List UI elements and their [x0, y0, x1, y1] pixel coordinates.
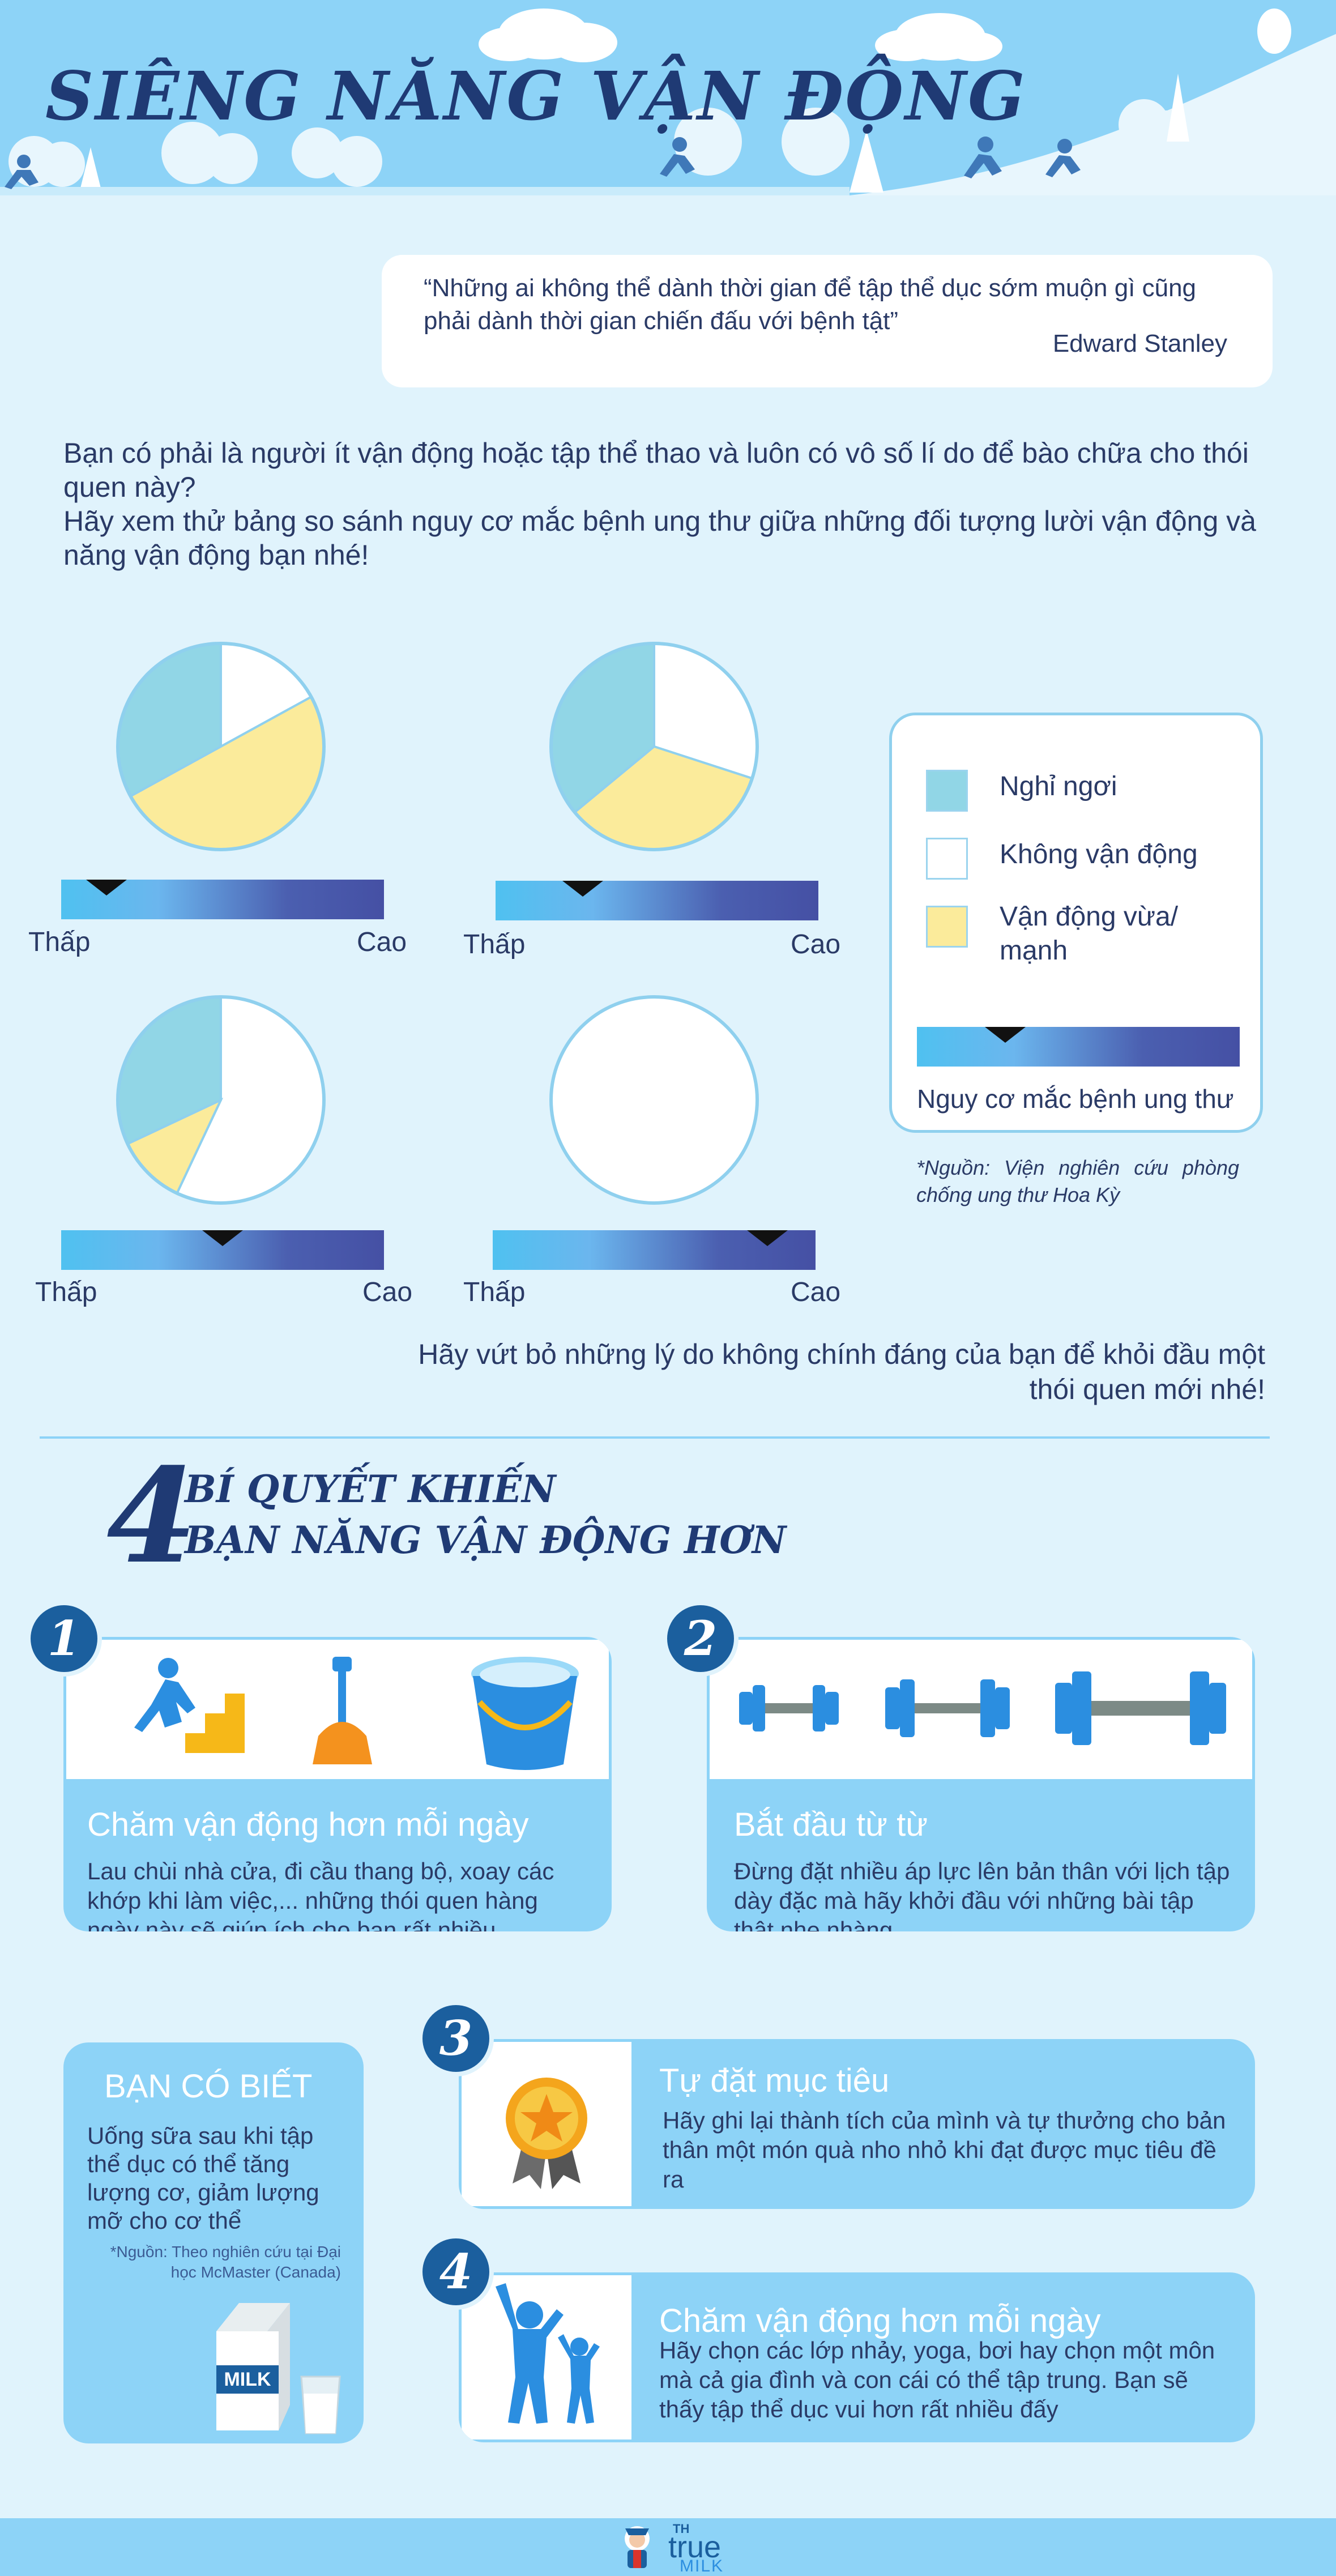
brand-name: true: [668, 2530, 722, 2564]
chart-legend: Nghỉ ngơi Không vận động Vận động vừa/ m…: [889, 713, 1263, 1133]
did-you-know-source: *Nguồn: Theo nghiên cứu tại Đại học McMa…: [110, 2243, 341, 2281]
climbing-person-icon: [134, 1679, 195, 1732]
dumbbell-icons: [739, 1671, 1226, 1745]
tip-card-3: Tự đặt mục tiêu Hãy ghi lại thành tích c…: [459, 2039, 1255, 2209]
legend-swatch-inactive: [926, 838, 968, 880]
tips-count: 4: [106, 1440, 198, 1593]
did-you-know-title: BẠN CÓ BIẾT: [104, 2068, 313, 2105]
risk-marker: [86, 880, 127, 895]
risk-bar-3: [61, 1230, 384, 1270]
tip-1-badge: 1: [26, 1601, 102, 1677]
risk-high-label: Cao: [791, 1277, 841, 1307]
footer-bar: TH true MILK: [0, 2518, 1336, 2576]
risk-marker: [746, 1230, 788, 1246]
did-you-know-body: Uống sữa sau khi tập thể dục có thể tăng…: [87, 2122, 319, 2234]
small-dumbbell-icon: [739, 1685, 839, 1731]
brand-sub: MILK: [680, 2557, 724, 2575]
tip-3-badge: 3: [418, 2001, 494, 2076]
pie-svg: [116, 642, 326, 851]
tip-1-title: Chăm vận động hơn mỗi ngày: [87, 1806, 529, 1843]
tip-card-2: Bắt đầu từ từ Đừng đặt nhiều áp lực lên …: [707, 1637, 1255, 1931]
risk-low-label: Thấp: [463, 929, 526, 959]
risk-bar-1: [61, 880, 384, 919]
legend-label-inactive: Không vận động: [1000, 839, 1198, 869]
tip-2-badge: 2: [663, 1601, 739, 1677]
tip-3-title: Tự đặt mục tiêu: [659, 2062, 890, 2099]
tip-4-body: Hãy chọn các lớp nhảy, yoga, bơi hay chọ…: [659, 2337, 1215, 2423]
quote-card: “Những ai không thể dành thời gian để tậ…: [382, 255, 1273, 387]
tip-1-illustration: [63, 1637, 612, 1782]
legend-scale-label: Nguy cơ mắc bệnh ung thư: [917, 1084, 1234, 1114]
risk-marker: [985, 1027, 1026, 1043]
tip-card-4: Chăm vận động hơn mỗi ngày Hãy chọn các …: [459, 2272, 1255, 2442]
tip-2-illustration: [707, 1637, 1255, 1782]
broom-icon: [338, 1662, 346, 1730]
tip-card-1: Chăm vận động hơn mỗi ngày Lau chùi nhà …: [63, 1637, 612, 1931]
legend-risk-bar: [917, 1027, 1240, 1067]
pie-chart-4: [547, 992, 762, 1210]
pie-svg: [549, 642, 759, 851]
legend-label-rest: Nghỉ ngơi: [1000, 771, 1117, 801]
tip-2-body: Đừng đặt nhiều áp lực lên bản thân với l…: [734, 1858, 1230, 1931]
quote-author: Edward Stanley: [1052, 330, 1227, 357]
risk-low-label: Thấp: [35, 1277, 97, 1307]
did-you-know-card: BẠN CÓ BIẾT Uống sữa sau khi tập thể dục…: [63, 2042, 364, 2443]
tips-title-line1: BÍ QUYẾT KHIẾN: [185, 1467, 556, 1511]
pie-chart-3: [113, 992, 328, 1210]
medium-dumbbell-icon: [885, 1679, 1010, 1737]
risk-marker: [562, 881, 603, 897]
pie-svg: [549, 995, 759, 1205]
pie-outline: [549, 642, 759, 851]
risk-high-label: Cao: [357, 927, 407, 957]
medal-icon: [506, 2078, 587, 2189]
pie-outline: [549, 995, 759, 1205]
pie-chart-1: [113, 639, 328, 857]
milk-label: MILK: [224, 2369, 271, 2390]
tip-4-badge: 4: [418, 2234, 494, 2310]
risk-low-label: Thấp: [463, 1277, 526, 1307]
risk-low-label: Thấp: [28, 927, 91, 957]
tip-2-title: Bắt đầu từ từ: [734, 1806, 928, 1843]
family-exercise-icon: [496, 2283, 600, 2424]
intro-question: Bạn có phải là người ít vận động hoặc tậ…: [63, 437, 1249, 503]
quote-text: “Những ai không thể dành thời gian để tậ…: [424, 274, 1197, 335]
risk-bar-2: [496, 881, 818, 920]
risk-bar-4: [493, 1230, 816, 1270]
tip-3-body: Hãy ghi lại thành tích của mình và tự th…: [663, 2107, 1226, 2193]
tip-4-illustration: [459, 2272, 634, 2442]
page-title: SIÊNG NĂNG VẬN ĐỘNG: [45, 57, 1027, 135]
pie-svg: [116, 995, 326, 1205]
risk-high-label: Cao: [791, 929, 841, 959]
closing-message: Hãy vứt bỏ những lý do không chính đáng …: [418, 1338, 1265, 1405]
tip-3-illustration: [459, 2039, 634, 2209]
pie-chart-2: [547, 639, 762, 857]
legend-label-active: Vận động vừa/ mạnh: [1000, 902, 1179, 966]
landscape-illustration: [0, 8, 1336, 195]
housework-icons: [134, 1657, 579, 1770]
brand-prefix: TH: [673, 2522, 690, 2536]
stairs-icon: [146, 1694, 245, 1753]
intro-invitation: Hãy xem thử bảng so sánh nguy cơ mắc bện…: [63, 505, 1256, 571]
legend-swatch-active: [926, 906, 968, 948]
tips-title-line2: BẠN NĂNG VẬN ĐỘNG HƠN: [185, 1518, 787, 1562]
pie-outline: [116, 642, 326, 851]
mascot-icon: [625, 2526, 650, 2568]
pie-outline: [116, 995, 326, 1205]
legend-source-note: *Nguồn: Viện nghiên cứu phòng chống ung …: [916, 1156, 1239, 1206]
section-divider: [40, 1436, 1270, 1439]
risk-high-label: Cao: [362, 1277, 413, 1307]
tip-4-title: Chăm vận động hơn mỗi ngày: [659, 2302, 1101, 2339]
tip-1-body: Lau chùi nhà cửa, đi cầu thang bộ, xoay …: [87, 1858, 554, 1931]
legend-swatch-rest: [926, 770, 968, 812]
large-dumbbell-icon: [1055, 1671, 1226, 1745]
header-banner: SIÊNG NĂNG VẬN ĐỘNG: [0, 0, 1336, 195]
risk-marker: [202, 1230, 243, 1246]
milk-carton-icon: MILK: [216, 2303, 341, 2434]
